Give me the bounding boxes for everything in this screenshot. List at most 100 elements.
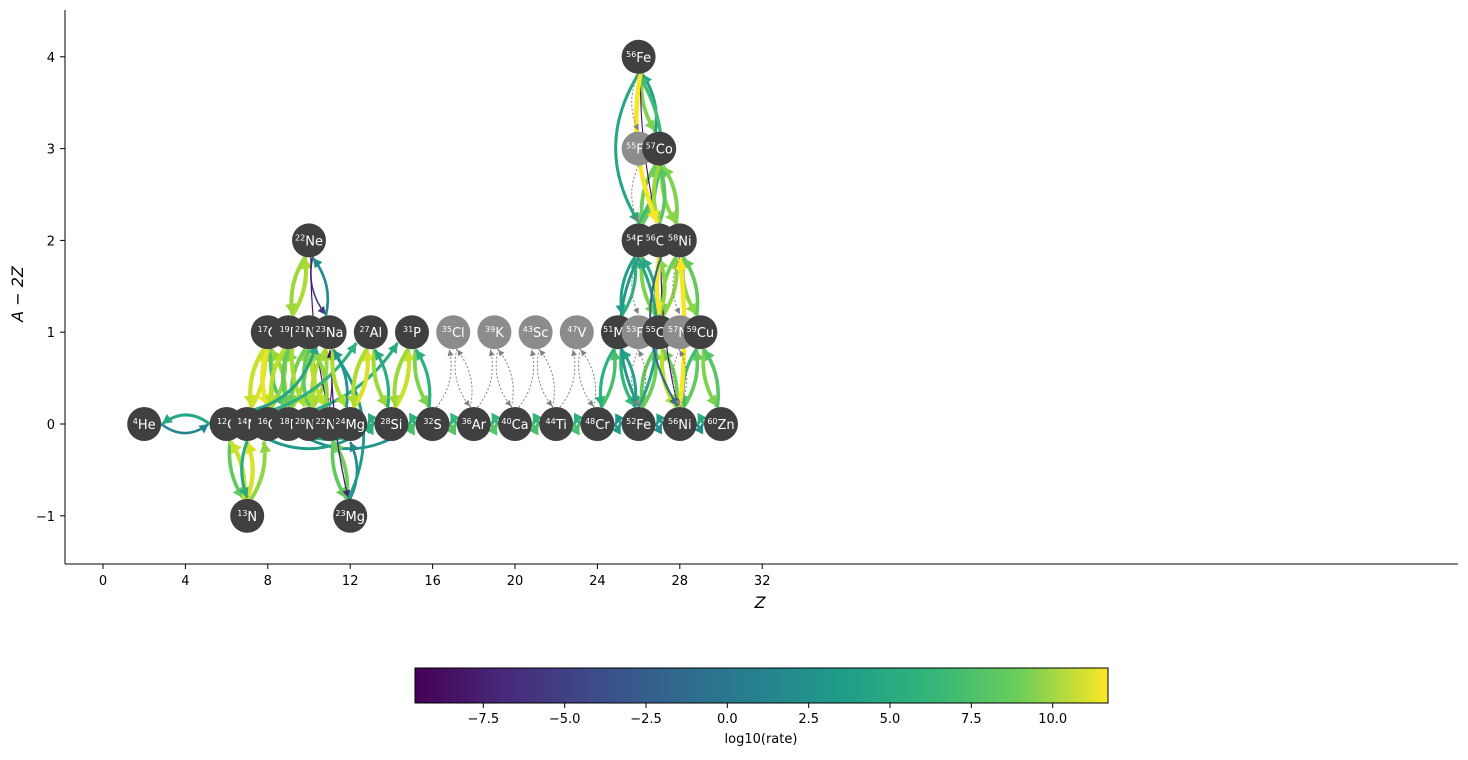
node-v47: 47V [559,315,594,350]
edge-40Ca-to-43Sc [518,349,536,408]
node-label: 13N [237,509,257,525]
x-tick-label: 12 [342,574,359,589]
node-label: 56Ni [668,417,692,433]
edge-27Al-to-24Mg [346,347,369,407]
edge-19F-to-16O [264,347,287,407]
colorbar-tick-label: 0.0 [717,712,738,727]
edge-36Ar-to-39K [477,349,495,408]
node-label: 60Zn [707,417,734,433]
node-he4: 4He [127,407,162,441]
node-cr48: 48Cr [580,407,615,441]
edge-12C-to-13N [227,440,245,500]
edge-48Cr-to-47V [580,349,597,408]
edge-54Fe-to-53Fe [631,257,640,315]
edge-4He-to-12C [160,422,210,435]
y-tick-label: −1 [36,510,55,525]
colorbar-tick-label: −5.0 [549,712,581,727]
edge-48Cr-to-44Ti [572,412,584,425]
edge-23Na-to-22Ne [311,257,330,316]
edge-19F-to-22Ne [290,257,313,317]
node-label: 39K [485,325,504,341]
edge-32S-to-28Si [407,412,419,425]
node-label: 24Mg [335,417,365,433]
edge-52Fe-to-48Cr [614,413,625,425]
node-label: 59Cu [687,325,715,341]
node-mg23: 23Mg [333,498,368,533]
edge-12C-to-4He [161,413,211,426]
y-tick-label: 1 [47,326,55,341]
edge-47V-to-48Cr [578,348,594,407]
node-cl35: 35Cl [436,315,471,350]
edge-56Ni-to-59Cu [681,349,704,409]
node-ti44: 44Ti [539,407,574,441]
colorbar-tick-label: 2.5 [798,712,819,727]
node-label: 35Cl [442,325,465,341]
x-axis-label: Z [754,593,767,612]
y-tick-label: 2 [47,234,55,249]
node-label: 22Ne [295,233,323,249]
node-ca40: 40Ca [498,407,532,441]
x-tick-label: 0 [99,574,107,589]
x-tick-label: 24 [589,574,606,589]
node-label: 40Ca [501,417,528,433]
node-label: 23Mg [335,509,365,525]
node-s32: 32S [415,407,450,441]
edge-57Ni-to-56Ni [672,348,681,407]
colorbar-tick-label: 5.0 [880,712,901,727]
edge-28Si-to-27Al [373,348,391,408]
node-label: 32S [423,417,441,433]
colorbar-label: log10(rate) [725,732,798,747]
edge-60Zn-to-59Cu [702,348,720,408]
node-zn60: 60Zn [704,407,738,441]
node-label: 28Si [380,417,402,433]
edge-23Na-to-24Mg [330,348,348,408]
edge-24Mg-to-27Al [352,349,375,409]
colorbar [414,667,1109,704]
edge-36Ar-to-32S [449,412,460,425]
colorbar-ticks: −7.5 −5.0 −2.5 0.0 2.5 5.0 7.5 10.0 [468,703,1067,727]
edge-55Fe-to-54Fe [631,165,640,223]
edge-40Ca-to-39K [497,349,514,408]
edge-13N-to-16O [249,441,272,501]
node-label: 52Fe [626,417,651,433]
node-p31: 31P [395,315,429,350]
node-label: 31P [403,325,421,341]
edge-44Ti-to-48Cr [569,423,581,436]
y-ticks: −1 0 1 2 3 4 [36,51,65,525]
edge-40Ca-to-36Ar [490,412,502,425]
x-tick-label: 28 [672,574,689,589]
x-tick-label: 32 [754,574,771,589]
node-ar36: 36Ar [456,407,491,441]
node-fe52: 52Fe [621,407,656,441]
colorbar-tick-label: 7.5 [961,712,982,727]
node-ni56: 56Ni [662,407,697,441]
edge-40Ca-to-44Ti [528,423,540,436]
node-si28: 28Si [374,407,409,441]
x-tick-label: 4 [181,574,189,589]
edge-53Fe-to-52Fe [631,348,640,407]
edge-24Mg-to-28Si [364,423,375,436]
edge-48Cr-to-51Mn [599,349,621,409]
edge-27Al-to-28Si [371,348,390,408]
node-label: 43Sc [523,325,549,341]
node-fe56: 56Fe [621,39,656,74]
edge-31P-to-32S [412,348,431,408]
x-ticks: 0 4 8 12 16 20 24 28 32 [99,564,771,589]
edge-14N-to-13N [238,440,249,499]
edge-43Sc-to-44Ti [536,348,553,407]
node-label: 47V [567,325,586,341]
edge-36Ar-to-35Cl [456,349,473,408]
edge-59Cu-to-58Ni [682,256,700,316]
y-tick-label: 4 [47,51,55,66]
edge-28Si-to-24Mg [366,412,378,425]
edge-31P-to-28Si [388,347,410,407]
y-tick-label: 0 [47,418,55,433]
edge-56Co-to-57Co [657,165,669,225]
edge-52Fe-to-56Ni [653,423,664,435]
edge-58Ni-to-57Co [661,165,679,225]
node-sc43: 43Sc [518,315,553,350]
edge-32S-to-35Cl [435,349,454,408]
edge-60Zn-to-56Ni [696,412,707,425]
